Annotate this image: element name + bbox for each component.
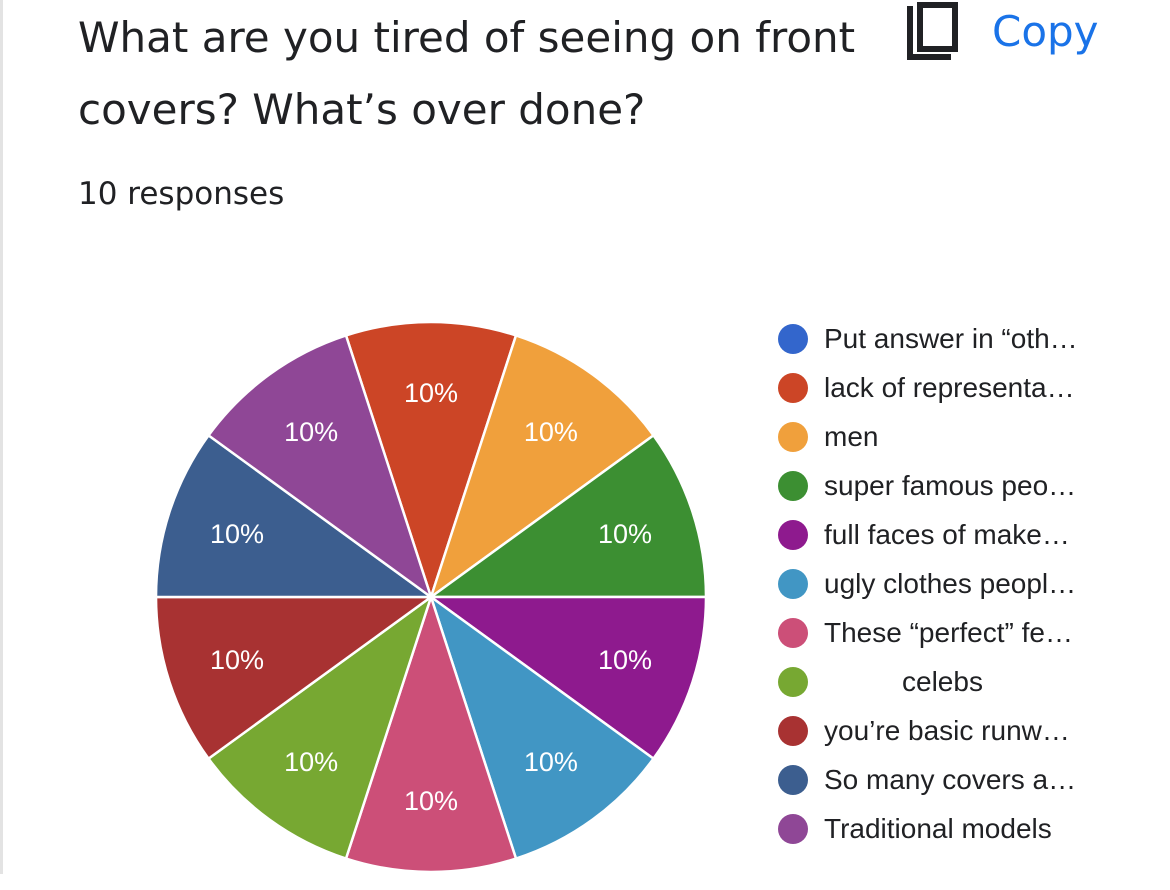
legend-swatch [778,519,808,550]
legend-item: lack of representa… [778,363,1158,412]
slice-label: 10% [404,786,458,816]
slice-label: 10% [210,645,264,675]
slice-label: 10% [524,747,578,777]
pie-slice [427,433,708,599]
legend-label: celebs [902,665,983,697]
legend-item: you’re basic runw… [778,706,1158,755]
legend-item: Put answer in “oth… [778,314,1158,363]
legend-item: Traditional models [778,804,1158,853]
legend-swatch [778,715,808,746]
pie-slice [206,333,434,601]
slice-label: 10% [598,645,652,675]
slice-label: 10% [598,519,652,549]
legend-item: These “perfect” fe… [778,608,1158,657]
pie-slice [428,593,656,861]
slice-label: 10% [284,747,338,777]
pie-slice [206,593,434,861]
legend-label: ugly clothes peopl… [824,567,1077,599]
pie-slice [154,433,435,599]
slice-label: 10% [404,378,458,408]
legend-item: ugly clothes peopl… [778,559,1158,608]
legend-item: celebs [778,657,1158,706]
legend-label: men [824,420,879,452]
legend-item: So many covers a… [778,755,1158,804]
legend-label: lack of representa… [824,371,1075,403]
legend-label: you’re basic runw… [824,714,1070,746]
legend-label: super famous peo… [824,469,1077,501]
legend-label: full faces of make… [824,518,1070,550]
slice-label: 10% [284,417,338,447]
legend-swatch [778,421,808,452]
pie-slice [428,333,656,601]
pie-slice [427,595,708,761]
copy-button[interactable]: Copy [900,0,1115,64]
pie-slice [344,320,518,602]
legend-label: So many covers a… [824,763,1077,795]
copy-label: Copy [992,7,1099,56]
pie-slice [344,592,518,874]
response-count: 10 responses [78,176,285,212]
legend-swatch [778,813,808,844]
pie-chart: 10% 10% 10% 10% 10% 10% 10% 10% 10% 10% [154,320,708,874]
legend-swatch [778,764,808,795]
legend-item: men [778,412,1158,461]
legend-swatch [778,323,808,354]
pie-slice [154,595,435,761]
legend-swatch [778,470,808,501]
legend-label: Traditional models [824,812,1052,844]
legend-label: Put answer in “oth… [824,322,1078,354]
slice-label: 10% [210,519,264,549]
legend-swatch [778,666,808,697]
question-title: What are you tired of seeing on front co… [78,13,856,134]
left-divider [0,0,3,874]
legend-swatch [778,617,808,648]
legend-item: full faces of make… [778,510,1158,559]
legend-swatch [778,568,808,599]
slice-label: 10% [524,417,578,447]
copy-icon [907,2,958,60]
legend-swatch [778,372,808,403]
legend-label: These “perfect” fe… [824,616,1073,648]
chart-legend: Put answer in “oth… lack of representa… me… [778,314,1158,853]
legend-item: super famous peo… [778,461,1158,510]
